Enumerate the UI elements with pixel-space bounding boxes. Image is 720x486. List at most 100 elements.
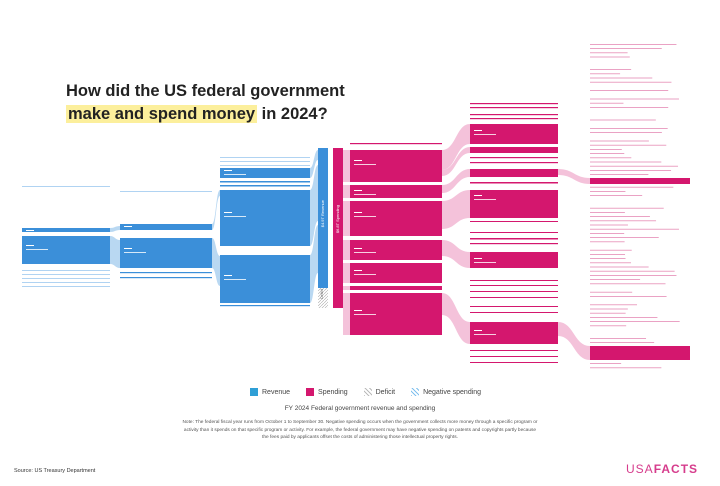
sankey-flow bbox=[110, 226, 120, 232]
spending-detail-node bbox=[590, 153, 624, 154]
node-label-placeholder bbox=[124, 230, 146, 231]
spending-subcategory-node bbox=[470, 285, 558, 286]
spending-detail-node bbox=[590, 208, 664, 209]
node-label-placeholder bbox=[354, 252, 376, 253]
legend-label: Deficit bbox=[376, 389, 395, 396]
revenue-node bbox=[22, 282, 110, 283]
spending-detail-node bbox=[590, 132, 662, 133]
node-label-placeholder bbox=[354, 216, 376, 217]
revenue-node bbox=[220, 305, 310, 306]
spending-detail-node bbox=[590, 296, 667, 297]
spending-category-node bbox=[350, 185, 442, 198]
spending-detail-node bbox=[590, 48, 662, 49]
spending-detail-node bbox=[590, 120, 656, 121]
node-label-placeholder bbox=[354, 164, 376, 165]
spending-detail-node bbox=[590, 346, 690, 360]
sankey-flow bbox=[558, 169, 590, 184]
spending-subcategory-node bbox=[470, 147, 558, 153]
node-label-placeholder bbox=[224, 174, 246, 175]
node-label-placeholder bbox=[354, 160, 362, 161]
spending-detail-node bbox=[590, 57, 630, 58]
node-label-placeholder bbox=[354, 248, 362, 249]
revenue-node bbox=[22, 278, 110, 279]
spending-category-node bbox=[350, 201, 442, 236]
spending-detail-node bbox=[590, 141, 649, 142]
node-label-placeholder bbox=[224, 212, 232, 213]
spending-detail-node bbox=[590, 78, 652, 79]
spending-detail-node bbox=[590, 128, 668, 129]
node-label-placeholder bbox=[474, 258, 482, 259]
spending-detail-node bbox=[590, 313, 626, 314]
revenue-node bbox=[220, 190, 310, 246]
spending-detail-node bbox=[590, 149, 622, 150]
spending-subcategory-node bbox=[470, 238, 558, 240]
sankey-flow bbox=[343, 286, 350, 290]
spending-subcategory-node bbox=[470, 107, 558, 108]
spending-detail-node bbox=[590, 304, 637, 305]
sankey-flow bbox=[442, 190, 470, 229]
revenue-swatch bbox=[250, 388, 258, 396]
spending-detail-node bbox=[590, 174, 648, 175]
spending-detail-node bbox=[590, 225, 628, 226]
spending-subcategory-node bbox=[470, 232, 558, 233]
spending-detail-node bbox=[590, 317, 657, 318]
revenue-node bbox=[120, 224, 212, 230]
spending-detail-node bbox=[590, 325, 626, 326]
node-label-placeholder bbox=[224, 279, 246, 280]
spending-subcategory-node bbox=[470, 356, 558, 357]
spending-detail-node bbox=[590, 309, 628, 310]
spending-subcategory-node bbox=[470, 243, 558, 244]
spending-detail-node bbox=[590, 283, 665, 284]
spending-detail-node bbox=[590, 178, 690, 184]
revenue-node bbox=[22, 270, 110, 271]
node-label-placeholder bbox=[354, 190, 362, 191]
spending-subcategory-node bbox=[470, 169, 558, 177]
legend-label: Revenue bbox=[262, 389, 290, 396]
spending-detail-node bbox=[590, 107, 668, 108]
legend-revenue: Revenue bbox=[250, 388, 290, 396]
revenue-node bbox=[22, 228, 110, 232]
usafacts-logo: USAFACTS bbox=[626, 462, 698, 476]
sankey-flow bbox=[343, 150, 350, 182]
spending-subcategory-node bbox=[470, 118, 558, 119]
spending-subcategory-node bbox=[470, 162, 558, 163]
node-label-placeholder bbox=[354, 270, 362, 271]
spending-detail-node bbox=[590, 90, 668, 91]
spending-detail-node bbox=[590, 254, 625, 255]
spending-detail-node bbox=[590, 145, 666, 146]
revenue-node bbox=[220, 181, 310, 183]
deficit-label: Deficit bbox=[320, 289, 324, 299]
source: Source: US Treasury Department bbox=[14, 468, 95, 474]
sankey-flow bbox=[110, 236, 120, 268]
spending-detail-node bbox=[590, 191, 625, 192]
spending-category-node bbox=[350, 143, 442, 144]
node-label-placeholder bbox=[26, 234, 48, 235]
sankey-flow bbox=[343, 185, 350, 198]
spending-detail-node bbox=[590, 279, 640, 280]
spending-detail-node bbox=[590, 157, 631, 158]
spending-detail-node bbox=[590, 216, 650, 217]
node-label-placeholder bbox=[354, 212, 362, 213]
spending-total-label: $6.8T Spending bbox=[335, 205, 340, 233]
spending-detail-node bbox=[590, 73, 620, 74]
node-label-placeholder bbox=[474, 262, 496, 263]
spending-detail-node bbox=[590, 212, 625, 213]
spending-detail-node bbox=[590, 262, 631, 263]
spending-category-node bbox=[350, 240, 442, 260]
spending-detail-node bbox=[590, 195, 642, 196]
spending-swatch bbox=[306, 388, 314, 396]
spending-detail-node bbox=[590, 166, 678, 167]
spending-detail-node bbox=[590, 44, 676, 45]
node-label-placeholder bbox=[474, 134, 496, 135]
spending-detail-node bbox=[590, 82, 671, 83]
spending-subcategory-node bbox=[470, 350, 558, 351]
node-label-placeholder bbox=[474, 334, 496, 335]
legend-deficit: Deficit bbox=[364, 388, 395, 396]
sankey-flow bbox=[442, 240, 470, 268]
spending-detail-node bbox=[590, 321, 680, 322]
node-label-placeholder bbox=[124, 226, 132, 227]
node-label-placeholder bbox=[224, 216, 246, 217]
sankey-flow bbox=[558, 322, 590, 360]
spending-subcategory-node bbox=[470, 291, 558, 292]
spending-detail-node bbox=[590, 52, 628, 53]
